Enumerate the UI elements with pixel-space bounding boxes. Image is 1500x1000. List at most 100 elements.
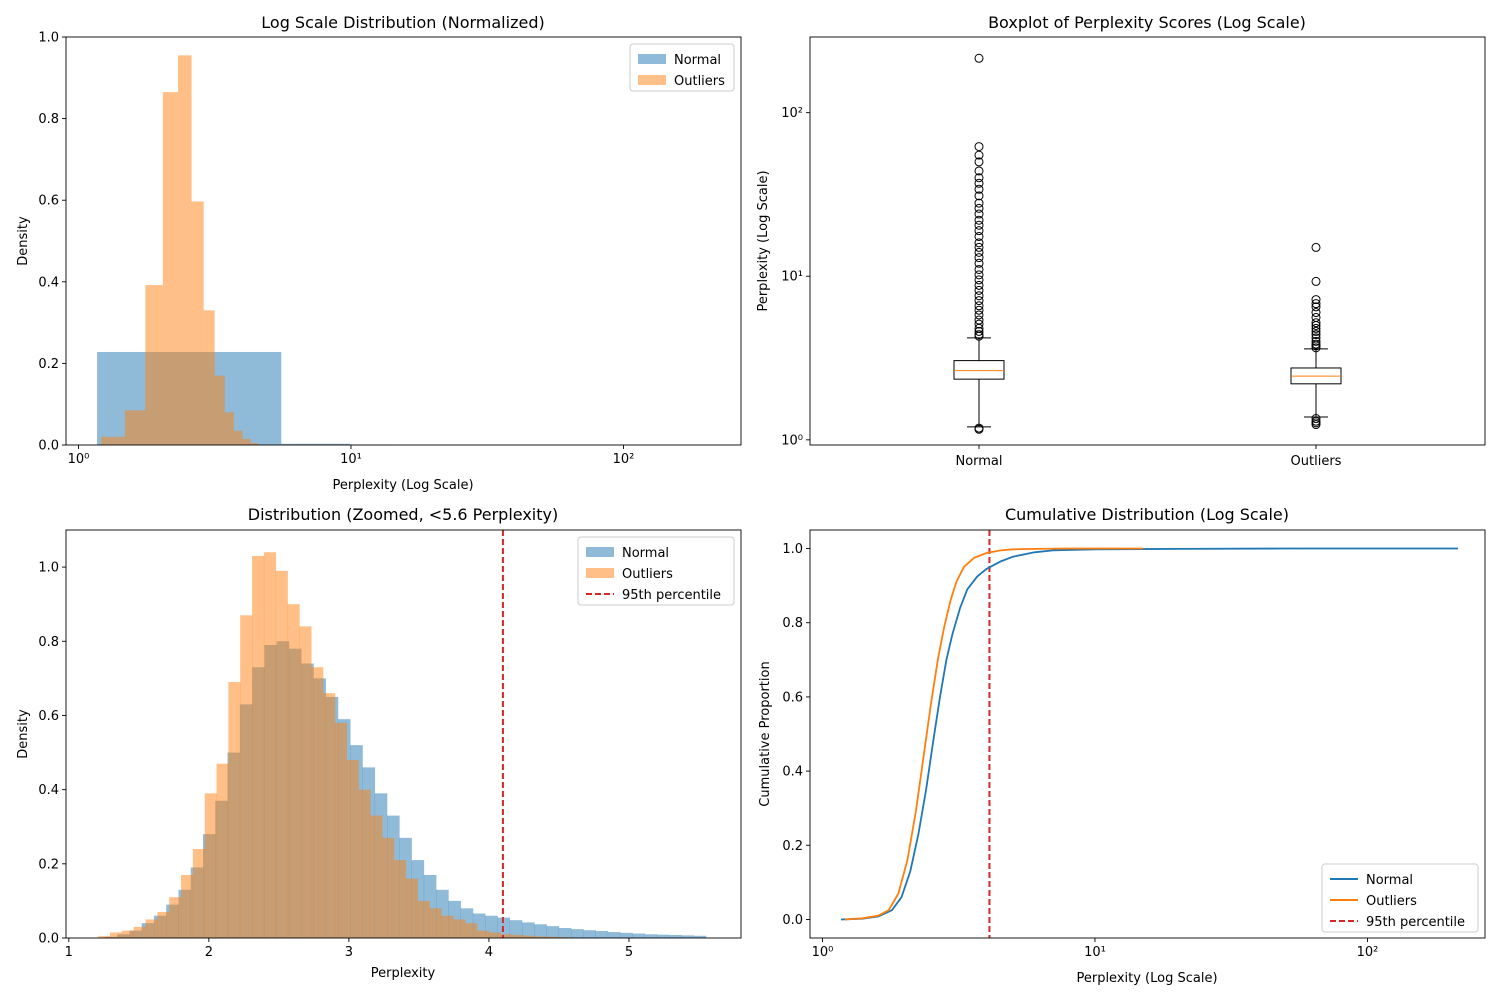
y-tick-label: 0.6 bbox=[38, 194, 59, 209]
histogram-bar-outliers bbox=[299, 626, 311, 938]
y-tick-label: 0.8 bbox=[782, 616, 803, 631]
histogram-bar-outliers bbox=[125, 410, 146, 445]
histogram-bar-normal bbox=[657, 935, 670, 938]
histogram-bar-normal bbox=[547, 926, 560, 938]
y-tick-label: 0.2 bbox=[38, 357, 59, 372]
y-tick-label: 0.2 bbox=[782, 839, 803, 854]
legend-label-percentile: 95th percentile bbox=[622, 588, 721, 603]
histogram-bar-outliers bbox=[101, 437, 125, 445]
histogram-bar-outliers bbox=[157, 912, 169, 938]
panel-3-ylabel: Density bbox=[16, 709, 31, 759]
histogram-bar-normal bbox=[645, 934, 658, 938]
histogram-bar-outliers bbox=[193, 849, 205, 938]
histogram-bar-outliers bbox=[146, 919, 158, 938]
legend-swatch-outliers bbox=[638, 75, 666, 85]
histogram-bar-normal bbox=[596, 931, 609, 938]
y-tick-label: 1.0 bbox=[38, 561, 59, 576]
panel-4-title: Cumulative Distribution (Log Scale) bbox=[1005, 505, 1289, 524]
histogram-bar-outliers bbox=[134, 927, 146, 938]
y-tick-label: 0.0 bbox=[38, 439, 59, 454]
x-tick-label: 2 bbox=[205, 945, 213, 960]
x-tick-label: 10¹ bbox=[1084, 945, 1106, 960]
x-tick-label: 10⁰ bbox=[68, 452, 90, 467]
histogram-bar-outliers bbox=[370, 816, 382, 938]
histogram-bar-outliers bbox=[110, 932, 122, 938]
histogram-bar-outliers bbox=[181, 875, 193, 938]
x-tick-label: 3 bbox=[345, 945, 353, 960]
histogram-bar-outliers bbox=[234, 431, 243, 445]
legend-label-outliers: Outliers bbox=[622, 567, 673, 582]
histogram-bar-normal bbox=[583, 930, 596, 938]
panel-3-legend: Normal Outliers 95th percentile bbox=[578, 537, 734, 605]
panel-1-xlabel: Perplexity (Log Scale) bbox=[332, 478, 473, 493]
histogram-bar-outliers bbox=[192, 201, 204, 445]
legend-label-outliers: Outliers bbox=[674, 74, 725, 89]
histogram-bar-outliers bbox=[406, 879, 418, 938]
x-tick-label: 4 bbox=[485, 945, 493, 960]
histogram-bar-outliers bbox=[489, 932, 501, 938]
histogram-bar-outliers bbox=[204, 310, 215, 445]
y-tick-label: 0.0 bbox=[782, 913, 803, 928]
histogram-bar-normal bbox=[620, 933, 633, 938]
histogram-bar-outliers bbox=[441, 916, 453, 938]
legend-swatch-normal bbox=[638, 54, 666, 64]
panel-1-title: Log Scale Distribution (Normalized) bbox=[261, 13, 544, 32]
histogram-bar-outliers bbox=[178, 55, 191, 445]
x-tick-label: 10² bbox=[613, 452, 635, 467]
histogram-bar-outliers bbox=[430, 908, 442, 938]
x-tick-label: 5 bbox=[625, 945, 633, 960]
panel-2-title: Boxplot of Perplexity Scores (Log Scale) bbox=[988, 13, 1306, 32]
legend-label-normal: Normal bbox=[1366, 873, 1413, 888]
histogram-bar-outliers bbox=[215, 376, 225, 445]
histogram-bar-outliers bbox=[311, 667, 323, 938]
y-tick-label: 0.4 bbox=[38, 783, 59, 798]
histogram-bar-outliers bbox=[359, 790, 371, 938]
y-tick-label: 1.0 bbox=[38, 31, 59, 46]
panel-4-ylabel: Cumulative Proportion bbox=[758, 661, 773, 806]
histogram-bar-outliers bbox=[240, 615, 252, 938]
histogram-bar-outliers bbox=[228, 682, 240, 938]
histogram-bar-outliers bbox=[382, 838, 394, 938]
histogram-bar-outliers bbox=[252, 556, 264, 938]
panel-2-ylabel: Perplexity (Log Scale) bbox=[756, 170, 771, 311]
x-tick-label: 10¹ bbox=[340, 452, 362, 467]
histogram-bar-normal bbox=[632, 934, 645, 938]
histogram-bar-outliers bbox=[217, 764, 229, 938]
panel-3-title: Distribution (Zoomed, <5.6 Perplexity) bbox=[248, 505, 558, 524]
x-tick-label: 10² bbox=[1357, 945, 1379, 960]
histogram-bar-outliers bbox=[335, 723, 347, 938]
histogram-bar-outliers bbox=[347, 760, 359, 938]
histogram-bar-outliers bbox=[163, 92, 178, 445]
legend-label-normal: Normal bbox=[674, 53, 721, 68]
x-tick-label: 10⁰ bbox=[812, 945, 834, 960]
histogram-bar-outliers bbox=[288, 604, 300, 938]
histogram-bar-outliers bbox=[418, 901, 430, 938]
x-tick-label: Outliers bbox=[1291, 454, 1342, 469]
y-tick-label: 10² bbox=[781, 106, 803, 121]
panel-4-legend: Normal Outliers 95th percentile bbox=[1322, 864, 1478, 932]
y-tick-label: 10⁰ bbox=[781, 433, 803, 448]
y-tick-label: 0.4 bbox=[782, 765, 803, 780]
x-tick-label: 1 bbox=[65, 945, 73, 960]
panel-3-xlabel: Perplexity bbox=[371, 966, 436, 981]
panel-1-legend: Normal Outliers bbox=[630, 44, 734, 91]
y-tick-label: 0.2 bbox=[38, 857, 59, 872]
y-tick-label: 0.6 bbox=[782, 690, 803, 705]
legend-label-outliers: Outliers bbox=[1366, 894, 1417, 909]
histogram-bar-outliers bbox=[169, 897, 181, 938]
legend-swatch-outliers bbox=[586, 568, 614, 578]
panel-1-ylabel: Density bbox=[16, 216, 31, 266]
legend-label-percentile: 95th percentile bbox=[1366, 915, 1465, 930]
histogram-bar-outliers bbox=[122, 931, 134, 938]
y-tick-label: 10¹ bbox=[781, 270, 803, 285]
histogram-bar-outliers bbox=[225, 412, 234, 445]
histogram-bar-normal bbox=[571, 929, 584, 938]
panel-4-xlabel: Perplexity (Log Scale) bbox=[1076, 971, 1217, 986]
y-tick-label: 0.4 bbox=[38, 275, 59, 290]
y-tick-label: 0.8 bbox=[38, 635, 59, 650]
histogram-bar-outliers bbox=[243, 439, 251, 445]
histogram-bar-outliers bbox=[394, 860, 406, 938]
histogram-bar-outliers bbox=[323, 693, 335, 938]
x-tick-label: Normal bbox=[955, 454, 1002, 469]
